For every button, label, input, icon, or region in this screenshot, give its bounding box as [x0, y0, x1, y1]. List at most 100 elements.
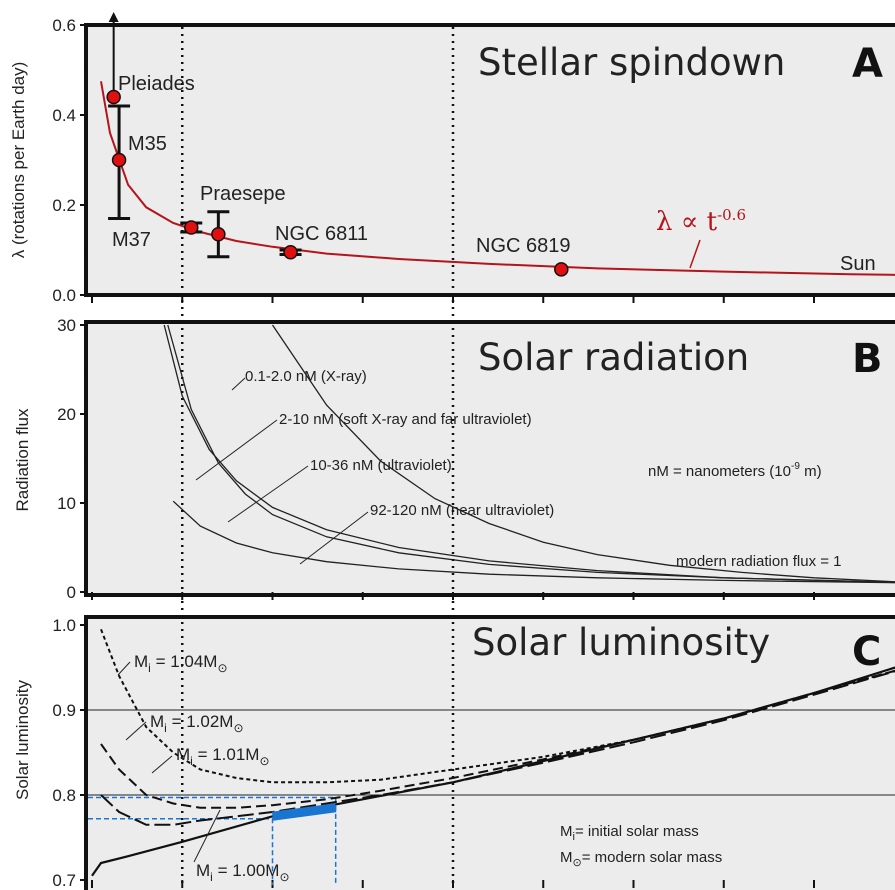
modern-flux-note: modern radiation flux = 1: [676, 553, 842, 570]
initial-mass-m: M: [560, 823, 573, 840]
series-leader: [125, 721, 147, 741]
modern-mass-note: M⊙= modern solar mass: [560, 849, 722, 869]
mass-series-label: Mi = 1.04M⊙: [134, 652, 228, 675]
radiation-series-label: 10-36 nM (ultraviolet): [310, 457, 452, 474]
luminosity-curve: [100, 670, 895, 826]
mass-label-value: = 1.01M: [193, 745, 260, 764]
mass-label-sub: i: [164, 721, 167, 735]
highlight-guide-upper: [88, 796, 337, 885]
mass-label-value: = 1.02M: [167, 712, 234, 731]
cluster-label: NGC 6811: [275, 223, 368, 245]
modern-mass-text: = modern solar mass: [582, 849, 722, 866]
panel-b-plot: 0.1-2.0 nM (X-ray) 2-10 nM (soft X-ray an…: [91, 324, 895, 600]
mass-label-sub: i: [148, 661, 151, 675]
panel-a-ytick-label: 0.2: [52, 196, 76, 215]
panel-a-ytick-label: 0.0: [52, 286, 76, 305]
luminosity-curve: [91, 666, 895, 877]
panel-a-ytick-label: 0.4: [52, 106, 76, 125]
panel-c-ytick-label: 0.8: [52, 786, 76, 805]
mass-label-sun: ⊙: [233, 721, 243, 735]
cluster-label: Pleiades: [118, 73, 195, 95]
mass-label-sub: i: [190, 754, 193, 768]
panel-b-yticks: 0 10 20 30: [57, 316, 88, 602]
cluster-label: M35: [128, 133, 167, 155]
panel-b-ytick-label: 20: [57, 405, 76, 424]
mass-label-sun: ⊙: [279, 870, 289, 884]
cluster-label: Sun: [840, 253, 876, 275]
panel-a-title: Stellar spindown: [478, 41, 785, 84]
mass-series-label: Mi = 1.00M⊙: [196, 861, 290, 884]
panel-a-letter: A: [852, 41, 883, 87]
fit-law-main: λ ∝ t: [656, 207, 718, 237]
panel-b-ytick-label: 30: [57, 316, 76, 335]
series-leader: [117, 661, 131, 676]
radiation-series-label: 92-120 nM (near ultraviolet): [370, 502, 554, 519]
panel-b-ylabel: Radiation flux: [13, 408, 32, 512]
panel-a-plot: Pleiades M35 M37 Praesepe NGC 6811 NGC 6819 Su…: [91, 12, 895, 303]
radiation-curve: [172, 500, 895, 584]
panel-b-ytick-label: 0: [67, 583, 76, 602]
panel-c-plot: Mi = 1.04M⊙Mi = 1.02M⊙Mi = 1.01M⊙Mi = 1.…: [88, 628, 895, 888]
mass-label-m: M: [150, 712, 164, 731]
mass-label-m: M: [134, 652, 148, 671]
panel-c-ytick-label: 1.0: [52, 616, 76, 635]
panel-a-yticks: 0.0 0.2 0.4 0.6: [52, 16, 88, 305]
radiation-curve: [167, 324, 895, 584]
panel-c-ytick-label: 0.7: [52, 871, 76, 890]
panel-b-frame: [84, 320, 895, 597]
nm-note-tail: m): [800, 463, 822, 480]
modern-mass-sub: ⊙: [573, 857, 582, 869]
cluster-point: [106, 89, 121, 105]
luminosity-curve: [100, 628, 895, 784]
highlight-segment: [271, 803, 337, 821]
panel-c-letter: C: [852, 629, 881, 675]
nm-note: nM = nanometers (10-9 m): [648, 461, 822, 480]
panel-c-yticks: 0.7 0.8 0.9 1.0: [52, 616, 88, 890]
pleiades-arrow-head: [108, 12, 119, 22]
series-leader: [195, 419, 278, 481]
fit-law-label: λ ∝ t-0.6: [656, 206, 746, 237]
radiation-curve: [271, 324, 895, 583]
cluster-point: [283, 245, 298, 260]
mass-label-sun: ⊙: [217, 661, 227, 675]
panel-a: Stellar spindown A λ (rotations per Eart…: [9, 12, 895, 305]
nm-note-exp: -9: [791, 461, 800, 472]
panel-b-title: Solar radiation: [478, 336, 749, 379]
cluster-label: NGC 6819: [476, 235, 571, 257]
panel-c-ylabel: Solar luminosity: [13, 680, 32, 800]
mass-label-value: = 1.04M: [151, 652, 218, 671]
initial-mass-note: Mi= initial solar mass: [560, 823, 699, 843]
panel-b-ytick-label: 10: [57, 494, 76, 513]
spindown-fit-curve: [100, 81, 895, 276]
panel-c-frame: [84, 615, 895, 890]
nm-note-main: nM = nanometers (10: [648, 463, 791, 480]
radiation-series-label: 2-10 nM (soft X-ray and far ultraviolet): [279, 411, 532, 428]
mass-label-sun: ⊙: [259, 754, 269, 768]
cluster-point: [554, 262, 569, 277]
panel-b-letter: B: [852, 336, 883, 382]
series-leader: [193, 809, 221, 863]
panel-a-frame: [84, 23, 895, 297]
mass-label-sub: i: [210, 870, 213, 884]
radiation-curve: [163, 324, 895, 584]
mass-series-label: Mi = 1.01M⊙: [176, 745, 270, 768]
fit-law-leader: [689, 239, 701, 269]
panel-c: Solar luminosity C Solar luminosity 0.70…: [13, 615, 895, 890]
mass-series-label: Mi = 1.02M⊙: [150, 712, 244, 735]
series-leader: [151, 755, 173, 774]
mass-label-m: M: [176, 745, 190, 764]
series-leader: [299, 511, 369, 565]
cluster-point: [211, 227, 226, 242]
panel-a-ytick-label: 0.6: [52, 16, 76, 35]
radiation-series-label: 0.1-2.0 nM (X-ray): [245, 368, 367, 385]
luminosity-curve: [100, 669, 895, 809]
modern-mass-m: M: [560, 849, 573, 866]
series-leader: [231, 377, 246, 391]
series-leader: [227, 465, 309, 523]
initial-mass-sub: i: [573, 831, 575, 843]
cluster-point: [184, 220, 199, 235]
panel-a-ylabel: λ (rotations per Earth day): [9, 62, 28, 259]
panel-b: Solar radiation B Radiation flux 0 10 20 30…: [13, 316, 895, 602]
cluster-point: [111, 152, 127, 168]
